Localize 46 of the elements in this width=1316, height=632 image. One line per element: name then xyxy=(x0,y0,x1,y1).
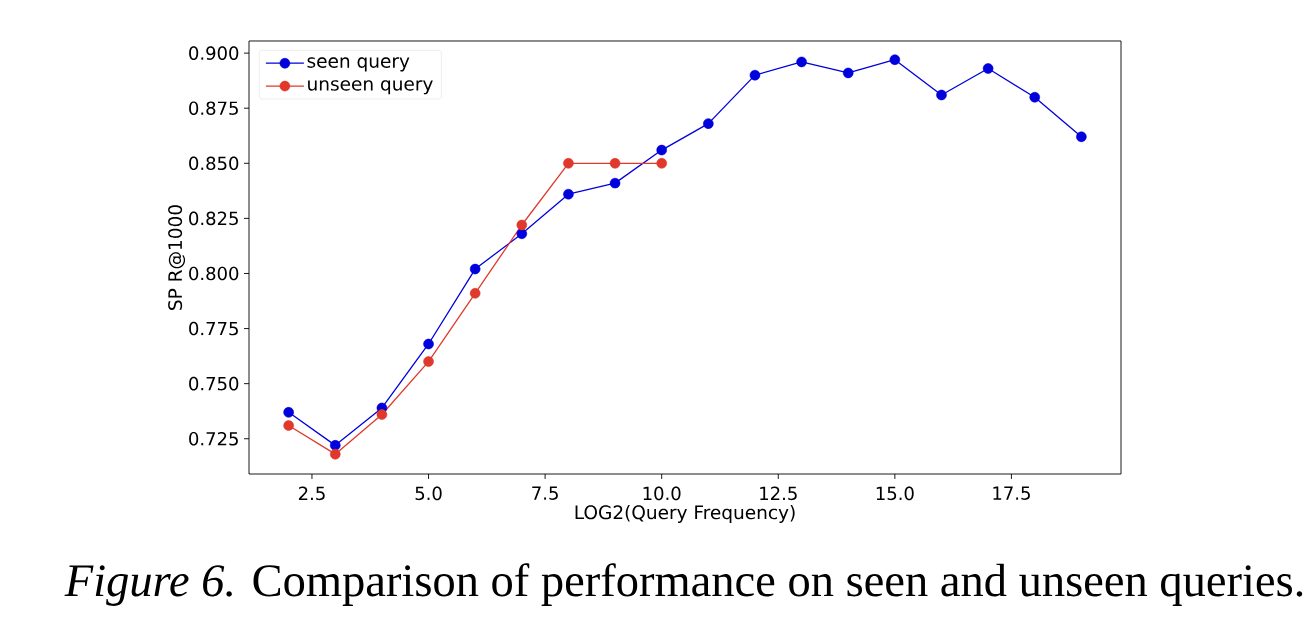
point xyxy=(283,420,294,431)
y-tick-label: 0.875 xyxy=(189,101,238,116)
x-tick-label: 5.0 xyxy=(415,486,442,501)
point xyxy=(516,219,528,231)
x-tick-label: 15.0 xyxy=(876,486,914,501)
point xyxy=(889,54,901,65)
x-tick-label: 10.0 xyxy=(643,486,681,501)
point xyxy=(563,188,574,200)
point xyxy=(936,89,947,101)
y-tick-label: 0.900 xyxy=(189,46,239,60)
point xyxy=(469,288,481,299)
y-axis-title: SP R@1000 xyxy=(168,205,186,310)
legend-label: unseen query xyxy=(308,80,433,95)
point xyxy=(982,63,994,74)
point xyxy=(423,338,434,350)
y-tick-label: 0.725 xyxy=(189,431,238,446)
y-tick-label: 0.800 xyxy=(189,266,239,281)
x-axis-title: LOG2(Query Frequency) xyxy=(575,505,795,523)
x-tick-label: 7.5 xyxy=(532,486,558,500)
point xyxy=(469,263,481,275)
point xyxy=(376,409,388,420)
point xyxy=(749,69,761,81)
x-tick-label: 2.5 xyxy=(298,486,325,501)
point xyxy=(330,448,341,460)
point xyxy=(1029,91,1040,103)
point xyxy=(656,158,667,169)
point xyxy=(563,158,574,169)
point xyxy=(609,177,621,189)
point xyxy=(842,67,854,79)
point xyxy=(703,118,714,129)
point xyxy=(1076,131,1087,143)
y-tick-label: 0.750 xyxy=(189,376,239,391)
y-tick-label: 0.850 xyxy=(189,156,239,171)
point xyxy=(283,407,294,418)
x-tick-label: 12.5 xyxy=(760,486,797,501)
point xyxy=(656,144,667,156)
point xyxy=(516,228,528,240)
point xyxy=(796,56,807,68)
point xyxy=(330,440,341,451)
legend-label: seen query xyxy=(307,57,410,72)
text: Figure 6. Comparison of performance on seen and unseen queries. xyxy=(64,563,1303,606)
x-tick-label: 17.5 xyxy=(993,486,1030,500)
point xyxy=(609,158,621,169)
y-tick-label: 0.775 xyxy=(189,321,238,336)
y-tick-label: 0.825 xyxy=(189,211,238,226)
point xyxy=(423,356,434,367)
